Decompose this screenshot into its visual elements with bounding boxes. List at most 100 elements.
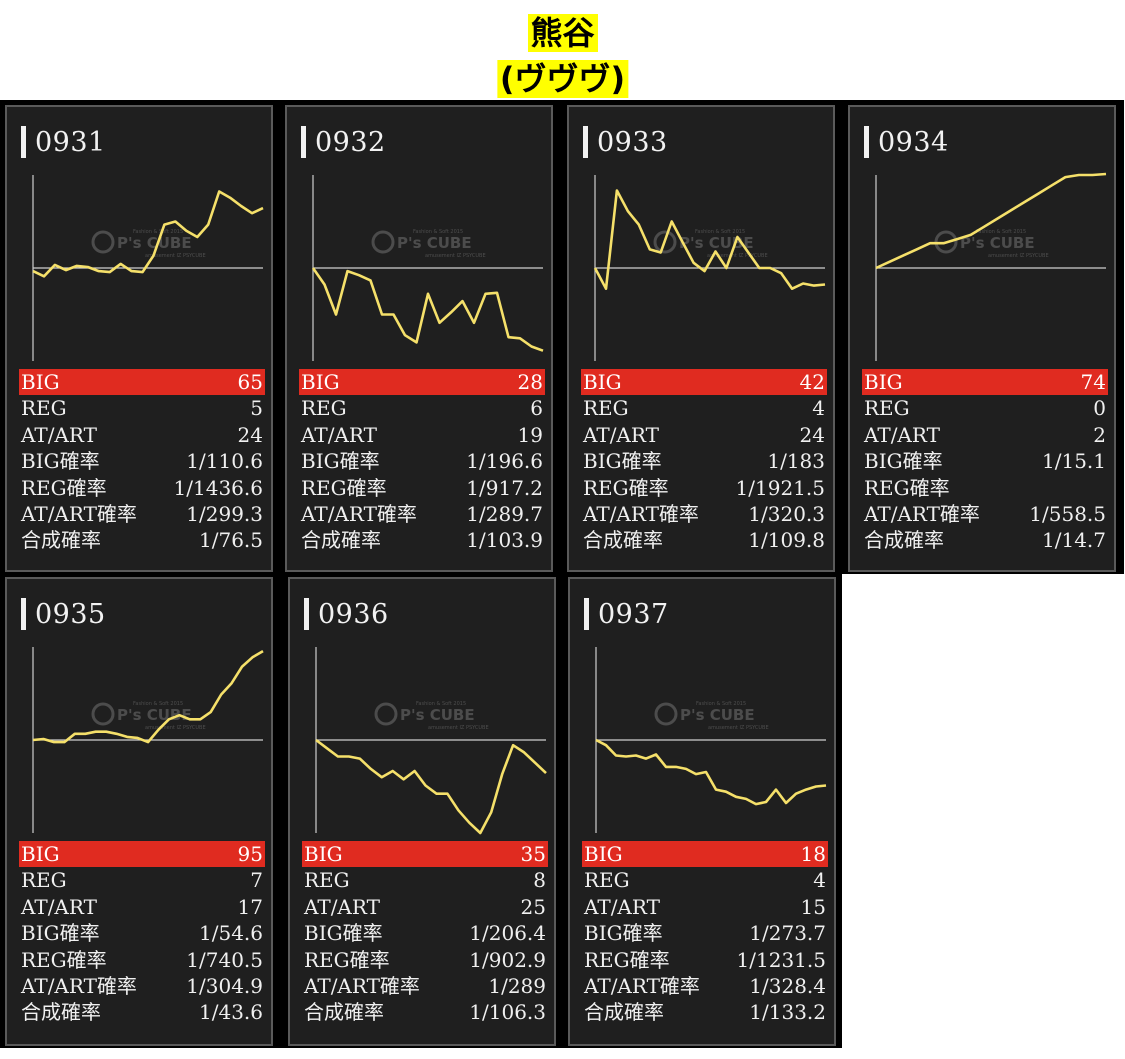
machine-card-0934[interactable]: 0934 P's CUBE Fashion & Soft 2015 amusement…	[848, 105, 1116, 572]
card-header: 0936	[304, 597, 389, 631]
stat-value: 35	[520, 842, 546, 866]
card-header: 0933	[583, 125, 668, 159]
watermark-text: P's CUBE	[117, 234, 192, 252]
stat-value: 1/196.6	[466, 449, 543, 474]
stat-row-reg-prob: REG確率 1/1436.6	[19, 475, 265, 501]
stat-label: REG	[304, 868, 350, 893]
stat-value: 1/43.6	[199, 1000, 263, 1025]
stat-row-combined-prob: 合成確率 1/106.3	[302, 999, 548, 1025]
machine-card-0936[interactable]: 0936 P's CUBE Fashion & Soft 2015 amusement…	[288, 577, 556, 1046]
stat-label: REG	[301, 396, 347, 421]
stat-value: 1/1436.6	[173, 475, 263, 500]
watermark-small-bottom: amusement IZ PSYCUBE	[428, 725, 489, 731]
stat-row-combined-prob: 合成確率 1/14.7	[862, 527, 1108, 553]
stat-row-at-art: AT/ART 25	[302, 894, 548, 920]
stat-value: 24	[237, 422, 263, 447]
header-bar-mark	[584, 598, 589, 630]
stat-label: BIG	[301, 370, 340, 394]
stat-row-at-art-prob: AT/ART確率 1/304.9	[19, 973, 265, 999]
stat-row-at-art: AT/ART 17	[19, 894, 265, 920]
stat-label: BIG確率	[21, 921, 100, 946]
stat-value: 5	[250, 396, 263, 421]
stat-value: 1/289	[488, 973, 546, 998]
stat-label: REG確率	[301, 475, 387, 500]
stat-row-big: BIG 35	[302, 841, 548, 868]
stat-row-big: BIG 95	[19, 841, 265, 868]
watermark-small-bottom: amusement IZ PSYCUBE	[425, 253, 486, 259]
stat-value: 19	[517, 422, 543, 447]
stat-value: 1/133.2	[749, 1000, 826, 1025]
stat-value: 1/110.6	[186, 449, 263, 474]
stat-row-reg-prob: REG確率	[862, 475, 1108, 501]
stat-label: 合成確率	[301, 528, 381, 553]
slump-line	[32, 190, 264, 278]
header-bar-mark	[864, 126, 869, 158]
stat-label: BIG確率	[21, 449, 100, 474]
stat-value: 1/14.7	[1042, 528, 1106, 553]
stat-label: REG確率	[864, 475, 950, 500]
watermark-small-bottom: amusement IZ PSYCUBE	[988, 253, 1049, 259]
stat-label: BIG確率	[864, 449, 943, 474]
stat-row-big-prob: BIG確率 1/273.7	[582, 920, 828, 946]
stat-row-reg: REG 0	[862, 395, 1108, 421]
watermark-icon	[654, 702, 678, 726]
stat-label: AT/ART確率	[304, 973, 420, 998]
stat-value: 1/320.3	[748, 501, 825, 526]
machine-card-0935[interactable]: 0935 P's CUBE Fashion & Soft 2015 amusement…	[5, 577, 273, 1046]
watermark-small-top: Fashion & Soft 2015	[695, 229, 745, 235]
stat-label: BIG	[583, 370, 622, 394]
stat-label: 合成確率	[864, 528, 944, 553]
stat-row-big: BIG 74	[862, 369, 1108, 396]
stat-label: AT/ART	[584, 894, 660, 919]
stat-row-big: BIG 42	[581, 369, 827, 396]
watermark-small-top: Fashion & Soft 2015	[416, 701, 466, 707]
stat-value: 1/917.2	[466, 475, 543, 500]
watermark-small-top: Fashion & Soft 2015	[413, 229, 463, 235]
stat-row-combined-prob: 合成確率 1/133.2	[582, 999, 828, 1025]
page-title: 熊谷	[527, 14, 598, 52]
stat-value: 1/902.9	[469, 947, 546, 972]
stat-label: AT/ART確率	[584, 973, 700, 998]
stat-label: AT/ART確率	[301, 501, 417, 526]
stat-label: BIG	[304, 842, 343, 866]
stats-table: BIG 74 REG 0 AT/ART 2 BIG確率 1/15.1 REG確率 AT/ART確率…	[862, 369, 1108, 554]
stat-row-combined-prob: 合成確率 1/103.9	[299, 527, 545, 553]
stat-label: BIG	[21, 842, 60, 866]
stat-row-at-art: AT/ART 2	[862, 422, 1108, 448]
machine-card-0932[interactable]: 0932 P's CUBE Fashion & Soft 2015 amusement…	[285, 105, 553, 572]
machine-number: 0934	[878, 126, 949, 158]
stat-row-reg: REG 7	[19, 867, 265, 893]
stat-label: 合成確率	[584, 1000, 664, 1025]
stat-value: 15	[800, 894, 826, 919]
stat-row-big-prob: BIG確率 1/110.6	[19, 448, 265, 474]
machine-number: 0933	[597, 126, 668, 158]
stat-row-at-art: AT/ART 24	[581, 422, 827, 448]
watermark-small-top: Fashion & Soft 2015	[696, 701, 746, 707]
machine-card-0931[interactable]: 0931 P's CUBE Fashion & Soft 2015 amusement…	[5, 105, 273, 572]
watermark-text: P's CUBE	[960, 234, 1035, 252]
stat-value: 1/299.3	[186, 501, 263, 526]
machine-card-0933[interactable]: 0933 P's CUBE Fashion & Soft 2015 amusement…	[567, 105, 835, 572]
machine-number: 0932	[315, 126, 386, 158]
stat-value: 2	[1093, 422, 1106, 447]
stat-label: BIG	[584, 842, 623, 866]
stat-value: 1/15.1	[1042, 449, 1106, 474]
stat-row-at-art-prob: AT/ART確率 1/289.7	[299, 501, 545, 527]
stat-value: 1/183	[767, 449, 825, 474]
stat-label: AT/ART確率	[864, 501, 980, 526]
stat-label: AT/ART	[304, 894, 380, 919]
stat-row-big-prob: BIG確率 1/15.1	[862, 448, 1108, 474]
stat-row-reg-prob: REG確率 1/902.9	[302, 947, 548, 973]
watermark-text: P's CUBE	[400, 706, 475, 724]
stat-value: 1/304.9	[186, 973, 263, 998]
stat-value: 42	[799, 370, 825, 394]
machine-card-0937[interactable]: 0937 P's CUBE Fashion & Soft 2015 amusement…	[568, 577, 836, 1046]
card-header: 0934	[864, 125, 949, 159]
watermark-small-top: Fashion & Soft 2015	[133, 701, 183, 707]
stat-value: 1/54.6	[199, 921, 263, 946]
watermark-icon	[374, 702, 398, 726]
